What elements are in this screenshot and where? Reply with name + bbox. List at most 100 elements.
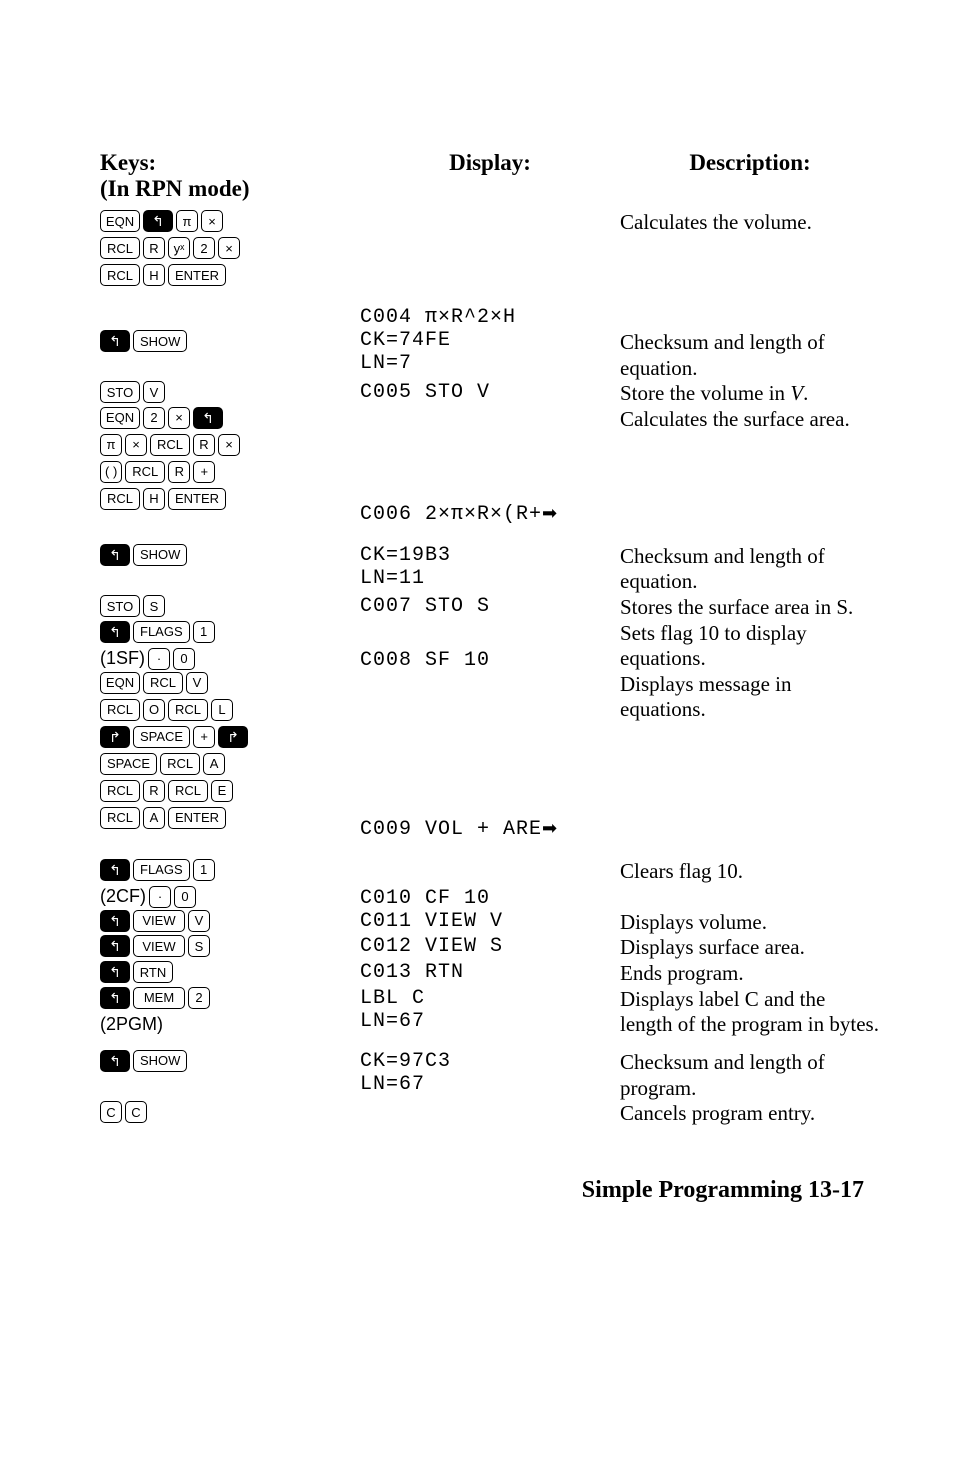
key-show: SHOW — [133, 330, 187, 352]
display-row-10: C011 VIEW V — [360, 910, 620, 936]
key-shift-left — [100, 621, 130, 643]
key-dot: · — [148, 648, 170, 670]
display-row-1 — [360, 210, 620, 288]
key-shift-left — [100, 1050, 130, 1072]
col-header-keys: Keys: (In RPN mode) — [100, 150, 360, 202]
key-1: 1 — [193, 859, 215, 881]
key-shift-left — [193, 407, 223, 429]
key-v: V — [143, 381, 165, 403]
key-shift-left — [143, 210, 173, 232]
plain-1sf: (1SF) — [100, 648, 145, 669]
key-rcl: RCL — [168, 780, 208, 802]
display-row-7: C008 SF 10 — [360, 621, 620, 672]
desc-row-9: Clears flag 10. — [620, 859, 880, 910]
key-shift-right — [100, 726, 130, 748]
key-c: C — [100, 1101, 122, 1123]
keys-row-13: MEM 2 (2PGM) — [100, 987, 360, 1038]
key-enter: ENTER — [168, 488, 226, 510]
display-row-9: C010 CF 10 — [360, 859, 620, 910]
key-rcl: RCL — [100, 780, 140, 802]
desc-row-2: Checksum and length of equation. — [620, 306, 880, 381]
keys-row-11: VIEW S — [100, 935, 360, 961]
key-space: SPACE — [100, 753, 157, 775]
key-space: SPACE — [133, 726, 190, 748]
display-row-13: LBL C LN=67 — [360, 987, 620, 1038]
key-s: S — [143, 595, 165, 617]
desc-row-12: Ends program. — [620, 961, 880, 987]
key-c: C — [125, 1101, 147, 1123]
desc-row-5: Checksum and length of equation. — [620, 544, 880, 595]
keys-row-6: STO S — [100, 595, 360, 621]
key-r: R — [143, 237, 165, 259]
keys-row-8: EQN RCL V RCL O RCL L SPACE + SPACE RCL … — [100, 672, 360, 841]
key-a: A — [143, 807, 165, 829]
keys-row-5: SHOW — [100, 544, 360, 595]
key-mem: MEM — [133, 987, 185, 1009]
key-r: R — [193, 434, 215, 456]
key-sto: STO — [100, 595, 140, 617]
key-enter: ENTER — [168, 807, 226, 829]
desc-row-15: Cancels program entry. — [620, 1101, 880, 1127]
key-rcl: RCL — [168, 699, 208, 721]
key-0: 0 — [174, 886, 196, 908]
key-view: VIEW — [133, 935, 185, 957]
key-dot: · — [149, 886, 171, 908]
display-row-11: C012 VIEW S — [360, 935, 620, 961]
display-row-2: C004 π×R^2×H CK=74FE LN=7 — [360, 306, 620, 381]
key-shift-left — [100, 961, 130, 983]
key-l: L — [211, 699, 233, 721]
key-plus: + — [193, 461, 215, 483]
key-pi: π — [100, 434, 122, 456]
key-times: × — [201, 210, 223, 232]
keys-row-14: SHOW — [100, 1038, 360, 1101]
desc-row-14: Checksum and length of program. — [620, 1038, 880, 1101]
desc-row-11: Displays surface area. — [620, 935, 880, 961]
key-enter: ENTER — [168, 264, 226, 286]
key-eqn: EQN — [100, 210, 140, 232]
page-footer: Simple Programming 13-17 — [100, 1177, 874, 1204]
display-row-3: C005 STO V — [360, 381, 620, 407]
display-row-12: C013 RTN — [360, 961, 620, 987]
key-2: 2 — [188, 987, 210, 1009]
keys-row-10: VIEW V — [100, 910, 360, 936]
key-0: 0 — [173, 648, 195, 670]
key-v: V — [188, 910, 210, 932]
keys-row-9: FLAGS 1 (2CF) · 0 — [100, 859, 360, 910]
key-times: × — [125, 434, 147, 456]
desc-row-4: Calculates the surface area. — [620, 407, 880, 526]
key-rcl: RCL — [160, 753, 200, 775]
key-s: S — [188, 935, 210, 957]
key-show: SHOW — [133, 544, 187, 566]
key-shift-left — [100, 544, 130, 566]
key-r: R — [143, 780, 165, 802]
keys-row-1: EQN π × RCL R yˣ 2 × RCL H ENTER — [100, 210, 360, 288]
display-row-5: CK=19B3 LN=11 — [360, 544, 620, 595]
desc-row-3: Store the volume in V. — [620, 381, 880, 407]
key-rtn: RTN — [133, 961, 173, 983]
col-header-display: Display: — [360, 150, 620, 202]
key-v: V — [186, 672, 208, 694]
key-rcl: RCL — [150, 434, 190, 456]
key-times: × — [168, 407, 190, 429]
key-rcl: RCL — [100, 699, 140, 721]
key-flags: FLAGS — [133, 859, 190, 881]
key-o: O — [143, 699, 165, 721]
display-row-4: C006 2×π×R×(R+➡ — [360, 407, 620, 526]
desc-row-13: Displays label C and the length of the p… — [620, 987, 880, 1038]
desc-row-7: Sets flag 10 to display equations. — [620, 621, 880, 672]
key-yx: yˣ — [168, 237, 190, 259]
display-row-8: C009 VOL + ARE➡ — [360, 672, 620, 841]
display-row-15 — [360, 1101, 620, 1127]
display-row-14: CK=97C3 LN=67 — [360, 1038, 620, 1101]
key-r: R — [168, 461, 190, 483]
keys-row-3: STO V — [100, 381, 360, 407]
key-1: 1 — [193, 621, 215, 643]
key-eqn: EQN — [100, 407, 140, 429]
keys-row-2: SHOW — [100, 306, 360, 381]
desc-row-1: Calculates the volume. — [620, 210, 880, 288]
key-2: 2 — [143, 407, 165, 429]
keys-row-4: EQN 2 × π × RCL R × ( ) RCL R + RCL H EN… — [100, 407, 360, 526]
key-eqn: EQN — [100, 672, 140, 694]
key-2: 2 — [193, 237, 215, 259]
key-rcl: RCL — [100, 488, 140, 510]
